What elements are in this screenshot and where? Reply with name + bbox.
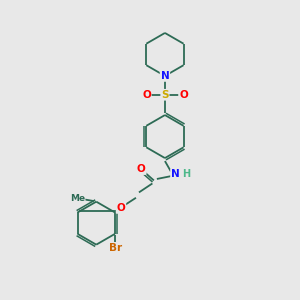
Text: O: O <box>142 90 151 100</box>
Text: S: S <box>161 90 169 100</box>
Text: N: N <box>171 169 180 179</box>
Text: Me: Me <box>70 194 85 203</box>
Text: Br: Br <box>109 243 122 253</box>
Text: O: O <box>117 203 125 213</box>
Text: N: N <box>160 71 169 81</box>
Text: O: O <box>137 164 146 174</box>
Text: O: O <box>179 90 188 100</box>
Text: H: H <box>182 169 190 179</box>
